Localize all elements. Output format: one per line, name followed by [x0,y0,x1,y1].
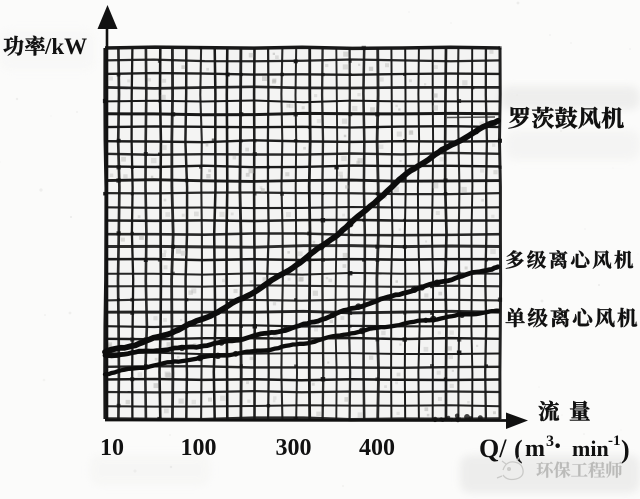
svg-text:m: m [525,436,545,462]
svg-text:-1: -1 [608,433,621,449]
svg-text:400: 400 [359,435,395,461]
svg-text:min: min [572,436,609,461]
svg-text:): ) [621,435,630,464]
svg-text:(: ( [514,435,523,464]
svg-text:Q/: Q/ [479,434,507,463]
svg-text:300: 300 [276,435,312,461]
svg-text:/kW: /kW [44,34,87,59]
svg-text:3: 3 [546,433,554,450]
svg-text:10: 10 [100,435,124,461]
svg-text:·: · [553,431,562,462]
svg-text:100: 100 [181,435,217,461]
